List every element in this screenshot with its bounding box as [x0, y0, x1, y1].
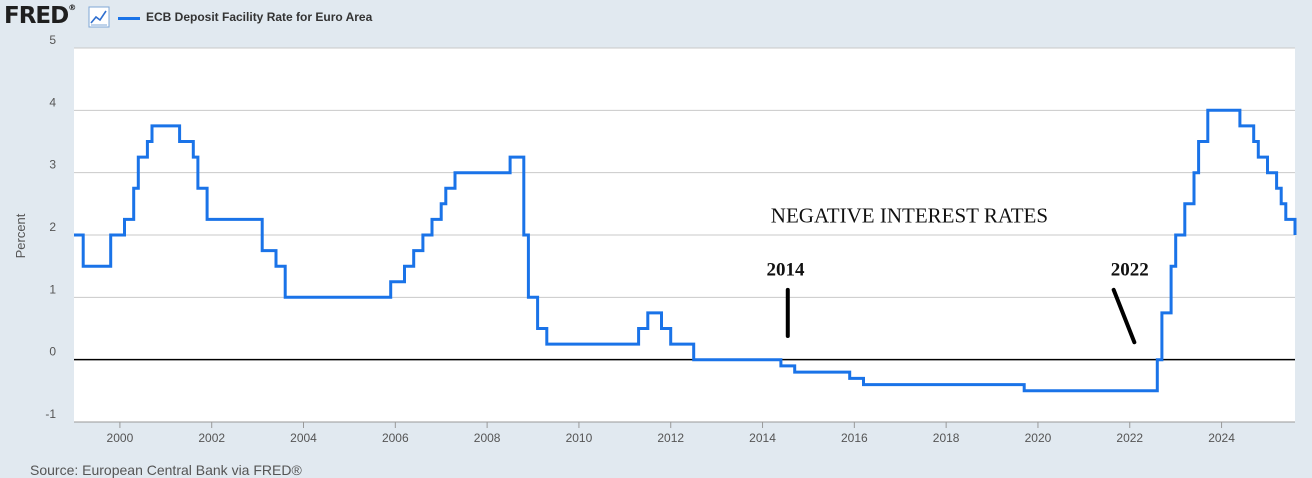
y-tick-label: -1 — [45, 407, 56, 421]
source-note: Source: European Central Bank via FRED® — [30, 462, 302, 478]
axes: -1 0 1 2 3 4 5 2000 2002 2004 2006 2008 2010 2012 2014… — [45, 33, 1295, 445]
y-tick-label: 3 — [49, 158, 56, 172]
legend-swatch — [118, 17, 140, 20]
x-tick-label: 2004 — [290, 431, 317, 445]
y-tick-label: 2 — [49, 220, 56, 234]
y-tick-label: 4 — [49, 95, 56, 109]
fred-logo-text: FRED — [4, 3, 69, 29]
annotation-year-1: 2014 — [766, 260, 805, 281]
x-tick-label: 2008 — [474, 431, 501, 445]
y-tick-label: 1 — [49, 282, 56, 296]
y-tick-label: 5 — [49, 33, 56, 47]
legend-label: ECB Deposit Facility Rate for Euro Area — [146, 10, 373, 24]
x-tick-label: 2020 — [1025, 431, 1052, 445]
chart-header: FRED® ECB Deposit Facility Rate for Euro… — [0, 0, 1312, 36]
y-tick-label: 0 — [49, 345, 56, 359]
x-tick-label: 2024 — [1208, 431, 1235, 445]
fred-logo[interactable]: FRED® — [4, 3, 76, 29]
x-tick-label: 2000 — [107, 431, 134, 445]
annotation-negative-rates: NEGATIVE INTEREST RATES — [771, 204, 1048, 228]
annotations: NEGATIVE INTEREST RATES 2014 2022 — [766, 204, 1149, 345]
x-tick-label: 2016 — [841, 431, 868, 445]
marker-2022 — [1111, 287, 1137, 345]
x-tick-label: 2018 — [933, 431, 960, 445]
x-tick-label: 2010 — [566, 431, 593, 445]
annotation-year-2: 2022 — [1111, 260, 1149, 281]
series-layer — [74, 108, 1297, 393]
x-tick-label: 2014 — [749, 431, 776, 445]
y-axis-label: Percent — [13, 213, 28, 258]
x-tick-label: 2002 — [198, 431, 225, 445]
series-line-0 — [74, 108, 1297, 393]
x-tick-label: 2022 — [1116, 431, 1143, 445]
x-tick-label: 2012 — [657, 431, 684, 445]
x-tick-label: 2006 — [382, 431, 409, 445]
registered-mark: ® — [68, 3, 77, 12]
graph-icon[interactable] — [88, 6, 110, 28]
